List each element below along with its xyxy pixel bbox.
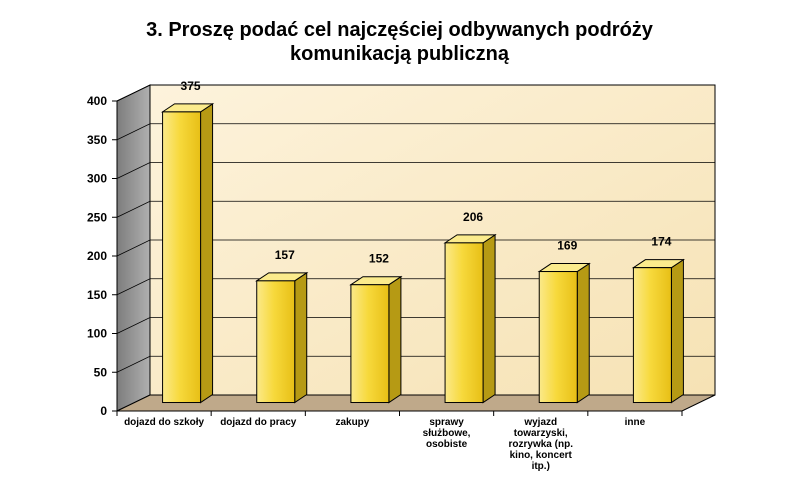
y-tick-label: 50 [94,365,108,379]
gridline [116,200,715,218]
value-label: 174 [651,235,671,249]
category-label: sprawy służbowe, osobiste [422,417,471,450]
y-tick-label: 300 [87,172,107,186]
bar-side [388,275,402,404]
bar-side [200,102,214,404]
category-label: dojazd do pracy [220,417,297,428]
bar [350,284,390,404]
bar [256,280,296,404]
bar-side [670,258,684,404]
value-label: 169 [557,239,577,253]
y-tick-label: 400 [87,94,107,108]
value-label: 375 [181,79,201,93]
gridline [116,123,715,141]
gridline [116,239,715,257]
gridline [116,84,715,102]
bar-side [294,271,308,404]
value-label: 152 [369,252,389,266]
y-tick-label: 200 [87,249,107,263]
y-tick-label: 250 [87,210,107,224]
category-label: wyjazd towarzyski, rozrywka (np. kino, k… [508,417,573,472]
gridline [116,355,715,373]
y-tick-label: 150 [87,288,107,302]
bar [538,271,578,404]
chart-title: 3. Proszę podać cel najczęściej odbywany… [0,18,799,66]
category-label: zakupy [335,417,370,428]
value-label: 157 [275,248,295,262]
bar [444,242,484,404]
gridline [116,278,715,296]
category-label: dojazd do szkoły [124,417,205,428]
gridline [116,162,715,179]
y-tick-label: 0 [100,404,107,418]
bar-side [576,262,590,404]
y-tick-label: 350 [87,133,107,147]
category-label: inne [624,417,646,428]
chart-title-line-1: 3. Proszę podać cel najczęściej odbywany… [146,19,653,41]
value-label: 206 [463,210,483,224]
chart-title-line-2: komunikacją publiczną [290,43,509,65]
bar-side [482,233,496,404]
gridline [116,317,715,334]
y-tick-label: 100 [87,327,107,341]
bar [162,111,202,404]
bar [632,267,672,404]
